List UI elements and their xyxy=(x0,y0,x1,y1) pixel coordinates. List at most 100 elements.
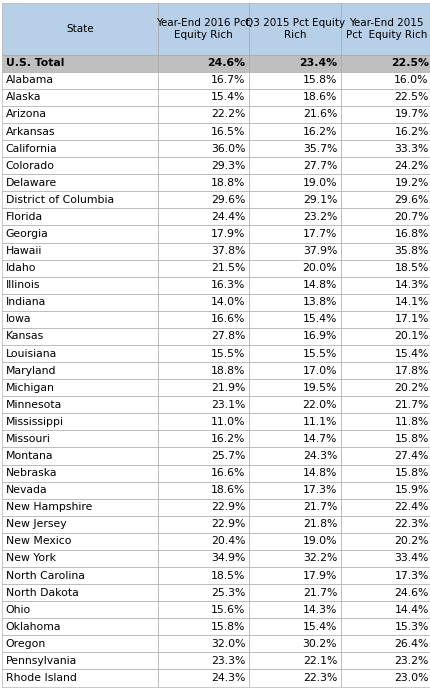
Text: 27.8%: 27.8% xyxy=(211,331,246,342)
Bar xyxy=(249,413,341,431)
Text: 24.3%: 24.3% xyxy=(303,451,337,461)
Text: 15.3%: 15.3% xyxy=(394,622,429,632)
Text: 16.6%: 16.6% xyxy=(211,468,246,478)
Bar xyxy=(157,482,249,499)
Text: 15.5%: 15.5% xyxy=(303,348,337,359)
Bar xyxy=(341,584,430,601)
Bar xyxy=(341,550,430,567)
Text: 20.1%: 20.1% xyxy=(394,331,429,342)
Bar xyxy=(2,328,157,345)
Bar xyxy=(341,533,430,550)
Bar xyxy=(249,294,341,310)
Text: 14.0%: 14.0% xyxy=(211,297,246,307)
Bar xyxy=(157,516,249,533)
Bar xyxy=(2,345,157,362)
Text: 17.3%: 17.3% xyxy=(394,571,429,580)
Bar xyxy=(2,669,157,687)
Bar xyxy=(341,208,430,226)
Text: 22.4%: 22.4% xyxy=(394,502,429,512)
Text: 16.3%: 16.3% xyxy=(211,280,246,290)
Text: Ohio: Ohio xyxy=(6,604,31,615)
Bar xyxy=(2,157,157,175)
Text: 29.6%: 29.6% xyxy=(394,195,429,205)
Text: Rhode Island: Rhode Island xyxy=(6,673,77,683)
Text: 15.4%: 15.4% xyxy=(211,92,246,102)
Bar xyxy=(157,635,249,653)
Text: 27.4%: 27.4% xyxy=(394,451,429,461)
Bar xyxy=(249,396,341,413)
Bar xyxy=(341,653,430,669)
Bar xyxy=(2,89,157,106)
Bar xyxy=(157,601,249,618)
Bar xyxy=(341,259,430,277)
Bar xyxy=(249,123,341,140)
Bar xyxy=(249,499,341,515)
Text: 21.7%: 21.7% xyxy=(303,502,337,512)
Bar xyxy=(2,259,157,277)
Bar xyxy=(2,533,157,550)
Text: 18.6%: 18.6% xyxy=(211,485,246,495)
Text: 20.7%: 20.7% xyxy=(394,212,429,222)
Text: 14.3%: 14.3% xyxy=(303,604,337,615)
Bar xyxy=(249,55,341,72)
Bar xyxy=(157,106,249,123)
Bar xyxy=(157,259,249,277)
Bar xyxy=(2,380,157,396)
Bar xyxy=(341,310,430,328)
Text: 29.3%: 29.3% xyxy=(211,161,246,170)
Bar xyxy=(341,3,430,55)
Bar xyxy=(249,669,341,687)
Text: New Jersey: New Jersey xyxy=(6,520,66,529)
Bar xyxy=(341,362,430,379)
Text: 22.0%: 22.0% xyxy=(303,400,337,410)
Text: 21.8%: 21.8% xyxy=(303,520,337,529)
Text: 16.6%: 16.6% xyxy=(211,315,246,324)
Text: Oregon: Oregon xyxy=(6,639,46,649)
Text: 20.2%: 20.2% xyxy=(394,536,429,546)
Bar xyxy=(2,396,157,413)
Bar xyxy=(157,157,249,175)
Bar xyxy=(341,464,430,482)
Bar xyxy=(157,362,249,379)
Bar xyxy=(2,413,157,431)
Bar xyxy=(249,618,341,635)
Text: 17.9%: 17.9% xyxy=(211,229,246,239)
Bar xyxy=(341,242,430,259)
Bar xyxy=(2,208,157,226)
Text: 36.0%: 36.0% xyxy=(211,144,246,154)
Text: 14.3%: 14.3% xyxy=(394,280,429,290)
Text: U.S. Total: U.S. Total xyxy=(6,58,64,68)
Text: 29.6%: 29.6% xyxy=(211,195,246,205)
Text: 25.3%: 25.3% xyxy=(211,588,246,598)
Text: 23.4%: 23.4% xyxy=(299,58,337,68)
Text: Q3 2015 Pct Equity
Rich: Q3 2015 Pct Equity Rich xyxy=(245,18,345,40)
Text: Pennsylvania: Pennsylvania xyxy=(6,656,77,666)
Text: District of Columbia: District of Columbia xyxy=(6,195,114,205)
Text: 22.2%: 22.2% xyxy=(211,110,246,119)
Text: 19.0%: 19.0% xyxy=(303,536,337,546)
Text: 11.8%: 11.8% xyxy=(394,417,429,427)
Text: 26.4%: 26.4% xyxy=(394,639,429,649)
Text: 22.9%: 22.9% xyxy=(211,520,246,529)
Text: 13.8%: 13.8% xyxy=(303,297,337,307)
Bar xyxy=(341,89,430,106)
Bar xyxy=(249,72,341,89)
Bar xyxy=(249,328,341,345)
Bar xyxy=(157,464,249,482)
Bar xyxy=(157,3,249,55)
Text: 23.0%: 23.0% xyxy=(394,673,429,683)
Bar xyxy=(249,601,341,618)
Bar xyxy=(157,55,249,72)
Text: 16.8%: 16.8% xyxy=(394,229,429,239)
Text: 16.2%: 16.2% xyxy=(303,126,337,137)
Text: 21.5%: 21.5% xyxy=(211,263,246,273)
Text: New Mexico: New Mexico xyxy=(6,536,71,546)
Text: 16.9%: 16.9% xyxy=(303,331,337,342)
Text: 19.7%: 19.7% xyxy=(394,110,429,119)
Text: 32.2%: 32.2% xyxy=(303,553,337,564)
Text: Minnesota: Minnesota xyxy=(6,400,62,410)
Bar xyxy=(2,242,157,259)
Bar xyxy=(341,413,430,431)
Text: 18.8%: 18.8% xyxy=(211,178,246,188)
Bar xyxy=(341,635,430,653)
